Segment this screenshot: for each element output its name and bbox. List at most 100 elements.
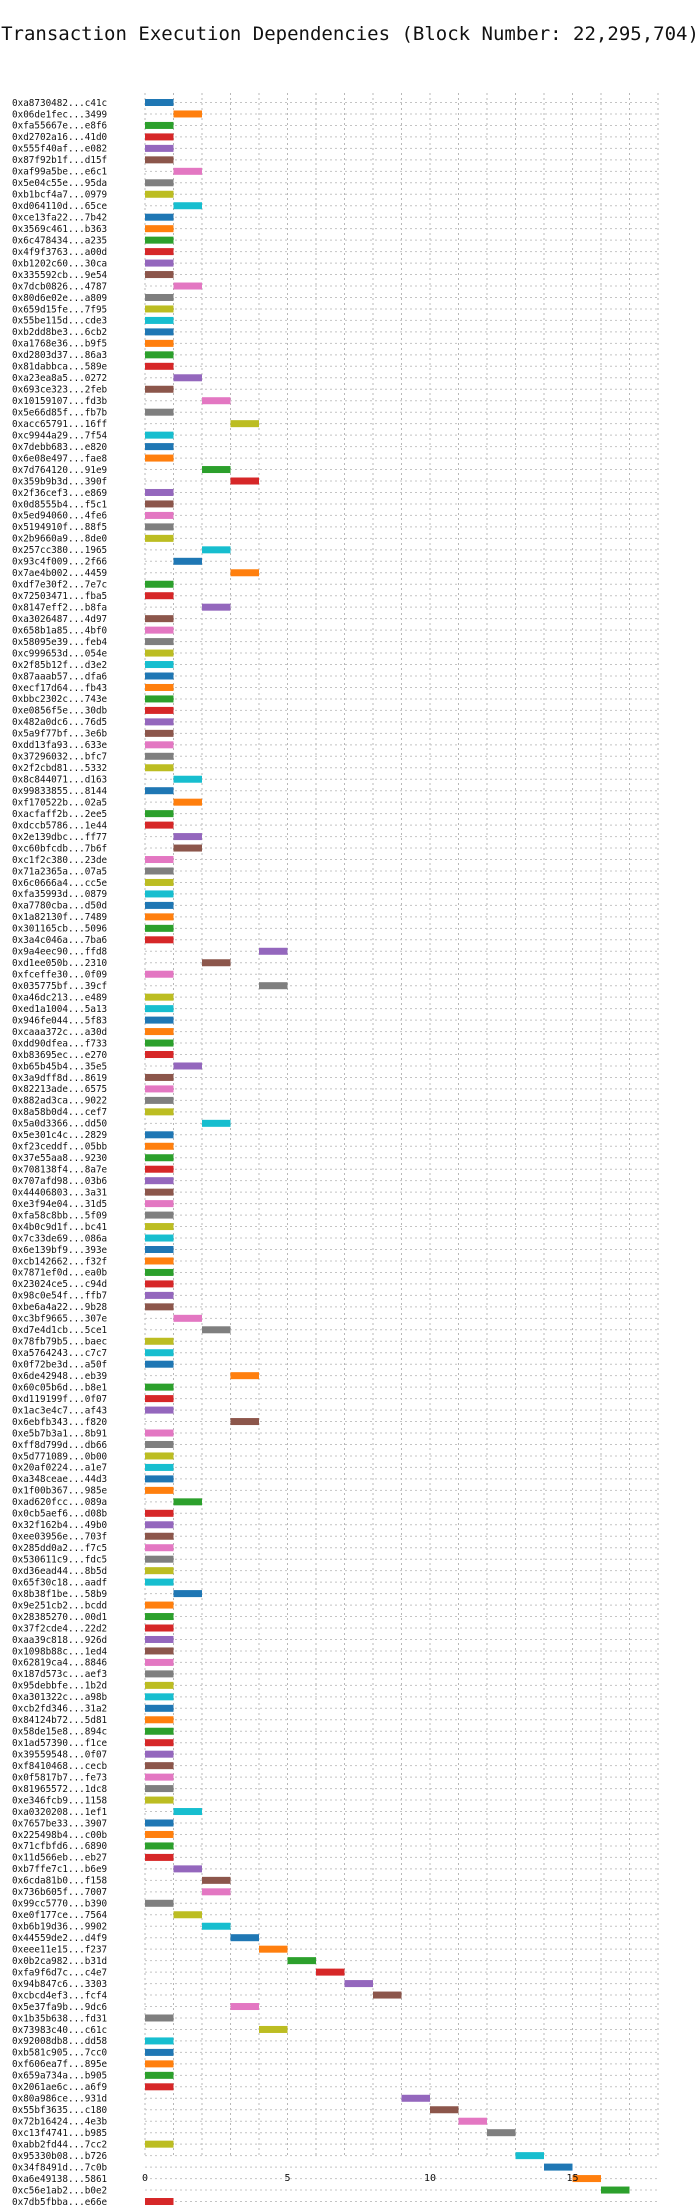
transaction-label: 0xa6e49138...5861: [12, 2174, 107, 2185]
transaction-label: 0xcaaa372c...a30d: [12, 1027, 107, 1038]
transaction-bar: [173, 557, 202, 565]
transaction-label: 0xf170522b...02a5: [12, 797, 107, 808]
transaction-label: 0x9e251cb2...bcdd: [12, 1600, 107, 1611]
transaction-label: 0xb2dd8be3...6cb2: [12, 327, 107, 338]
transaction-bar: [145, 121, 174, 129]
transaction-bar: [202, 397, 231, 405]
transaction-bar: [145, 1647, 174, 1655]
transaction-label: 0x5e04c55e...95da: [12, 178, 107, 189]
transaction-label: 0xcbcd4ef3...fcf4: [12, 1990, 108, 2001]
transaction-label: 0xaa39c818...926d: [12, 1635, 107, 1646]
transaction-label: 0xa8730482...c41c: [12, 98, 107, 109]
transaction-label: 0x60c05b6d...b8e1: [12, 1382, 107, 1393]
transaction-bar: [173, 833, 202, 841]
transaction-bar: [173, 844, 202, 852]
transaction-label: 0x2f36cef3...e869: [12, 488, 107, 499]
transaction-label: 0x5ed94060...4fe6: [12, 511, 107, 522]
transaction-bar: [145, 890, 174, 898]
transaction-label: 0xfa55667e...e8f6: [12, 121, 107, 132]
transaction-bar: [145, 236, 174, 244]
transaction-bar: [145, 1750, 174, 1758]
transaction-label: 0x72b16424...4e3b: [12, 2117, 108, 2128]
transaction-bar: [145, 1051, 174, 1059]
transaction-label: 0x73983c40...c61c: [12, 2025, 107, 2036]
transaction-bar: [145, 1635, 174, 1643]
transaction-bar: [145, 1658, 174, 1666]
transaction-bar: [145, 431, 174, 439]
transaction-label: 0xb1202c60...30ca: [12, 258, 107, 269]
transaction-bar: [145, 2071, 174, 2079]
transaction-bar: [145, 454, 174, 462]
transaction-bar: [145, 1280, 174, 1288]
transaction-bar: [145, 1624, 174, 1632]
transaction-bar: [145, 764, 174, 772]
transaction-label: 0x7ae4b002...4459: [12, 568, 107, 579]
transaction-bar: [145, 683, 174, 691]
transaction-bar: [145, 1452, 174, 1460]
transaction-label: 0x81965572...1dc8: [12, 1784, 107, 1795]
transaction-label: 0x5194910f...88f5: [12, 522, 107, 533]
transaction-bar: [487, 2129, 516, 2137]
transaction-bar: [145, 1223, 174, 1231]
transaction-label: 0x23024ce5...c94d: [12, 1279, 107, 1290]
transaction-bar: [601, 2186, 630, 2194]
transaction-label: 0x82213ade...6575: [12, 1084, 107, 1095]
transaction-bar: [145, 1234, 174, 1242]
transaction-bar: [145, 729, 174, 737]
transaction-bar: [145, 1739, 174, 1747]
transaction-label: 0x94b847c6...3303: [12, 1979, 107, 1990]
transaction-label: 0xfceffe30...0f09: [12, 970, 107, 981]
transaction-label: 0xacc65791...16ff: [12, 419, 107, 430]
transaction-label: 0x257cc380...1965: [12, 545, 107, 556]
transaction-label: 0x882ad3ca...9022: [12, 1096, 107, 1107]
transaction-label: 0xc56e1ab2...b0e2: [12, 2185, 107, 2196]
transaction-bar: [145, 488, 174, 496]
transaction-bar: [145, 1028, 174, 1036]
transaction-bar: [145, 867, 174, 875]
transaction-label: 0x87f92b1f...d15f: [12, 155, 107, 166]
transaction-label: 0x71a2365a...07a5: [12, 866, 107, 877]
transaction-label: 0x8a58b0d4...cef7: [12, 1107, 107, 1118]
transaction-bar: [145, 787, 174, 795]
transaction-label: 0x5e37fa9b...9dc6: [12, 2002, 107, 2013]
transaction-label: 0x65f30c18...aadf: [12, 1577, 107, 1588]
transaction-label: 0x8b38f1be...58b9: [12, 1589, 107, 1600]
transaction-bar: [145, 970, 174, 978]
transaction-label: 0xa348ceae...44d3: [12, 1474, 107, 1485]
transaction-bar: [145, 362, 174, 370]
transaction-bar: [145, 913, 174, 921]
transaction-label: 0xe0856f5e...30db: [12, 706, 108, 717]
transaction-bar: [145, 1785, 174, 1793]
transaction-label: 0x693ce323...2feb: [12, 385, 108, 396]
transaction-label: 0xfa58c8bb...5f09: [12, 1210, 107, 1221]
transaction-label: 0x1b35b638...fd31: [12, 2013, 107, 2024]
transaction-label: 0x736b605f...7007: [12, 1887, 107, 1898]
transaction-label: 0x0f5817b7...fe73: [12, 1772, 107, 1783]
transaction-label: 0x6e08e497...fae8: [12, 453, 107, 464]
transaction-bar: [145, 1085, 174, 1093]
transaction-bar: [145, 1383, 174, 1391]
transaction-bar: [145, 190, 174, 198]
transaction-bar: [515, 2152, 544, 2160]
transaction-bar: [145, 1142, 174, 1150]
transaction-label: 0xed1a1004...5a13: [12, 1004, 107, 1015]
transaction-label: 0xb83695ec...e270: [12, 1050, 107, 1061]
transaction-bar: [145, 1601, 174, 1609]
transaction-bar: [145, 1440, 174, 1448]
transaction-bar: [145, 1268, 174, 1276]
transaction-bar: [145, 752, 174, 760]
transaction-label: 0x659a734a...b905: [12, 2071, 107, 2082]
transaction-label: 0x1f00b367...985e: [12, 1486, 108, 1497]
transaction-bar: [145, 1521, 174, 1529]
transaction-label: 0xa46dc213...e489: [12, 992, 107, 1003]
transaction-label: 0x8c844071...d163: [12, 775, 107, 786]
transaction-bar: [145, 1853, 174, 1861]
transaction-bar: [145, 99, 174, 106]
transaction-label: 0xacfaff2b...2ee5: [12, 809, 107, 820]
transaction-label: 0x95330b08...b726: [12, 2151, 107, 2162]
transaction-label: 0xad620fcc...089a: [12, 1497, 107, 1508]
transaction-bar: [145, 1693, 174, 1701]
transaction-bar: [145, 1819, 174, 1827]
transaction-bar: [145, 1188, 174, 1196]
transaction-label: 0x5e301c4c...2829: [12, 1130, 107, 1141]
